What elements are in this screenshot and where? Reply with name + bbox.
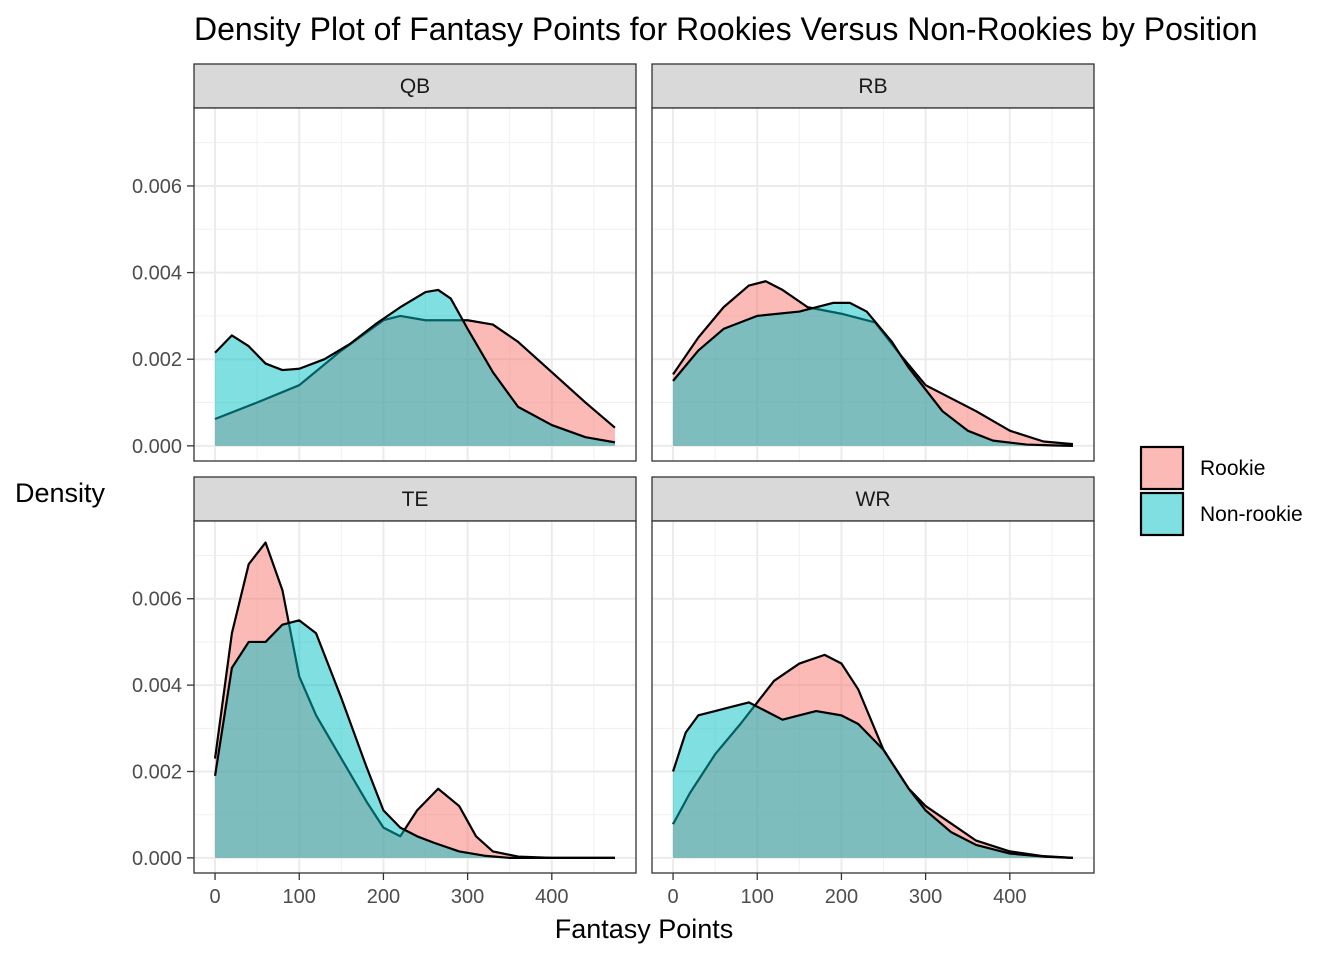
- panel-border: [651, 520, 1095, 874]
- facet-strip: [193, 476, 637, 522]
- y-tick-label: 0.002: [132, 762, 182, 784]
- legend-label: Rookie: [1200, 457, 1265, 480]
- panel-border: [193, 107, 637, 462]
- x-axis-title: Fantasy Points: [555, 914, 734, 944]
- density-area-non-rookie: [673, 702, 1073, 858]
- facet-panel-qb: QB 0.000 0.002 0.004 0.006: [132, 63, 637, 462]
- y-tick-label: 0.004: [132, 263, 182, 285]
- facet-strip-label: WR: [856, 488, 891, 511]
- facet-strip-label: TE: [402, 488, 429, 511]
- x-tick-label: 300: [909, 886, 942, 908]
- density-line-non-rookie: [672, 701, 1073, 859]
- legend: Rookie Non-rookie: [1139, 445, 1303, 537]
- x-tick-label: 100: [283, 886, 316, 908]
- panel-border: [193, 520, 637, 874]
- x-tick-label: 300: [451, 886, 484, 908]
- facet-panel-wr: WR 0 100 200 300 400: [651, 476, 1095, 908]
- facet-strip: [651, 63, 1095, 109]
- y-tick-label: 0.006: [132, 176, 182, 198]
- density-area-non-rookie: [215, 289, 615, 446]
- facet-panels: QB 0.000 0.002 0.004 0.006 RB TE 0.000 0.002 0.00…: [132, 63, 1095, 908]
- y-tick-label: 0.000: [132, 436, 182, 458]
- x-tick-label: 400: [535, 886, 568, 908]
- chart-title: Density Plot of Fantasy Points for Rooki…: [194, 11, 1258, 47]
- y-tick-label: 0.002: [132, 349, 182, 371]
- x-tick-label: 200: [825, 886, 858, 908]
- legend-label: Non-rookie: [1200, 503, 1303, 526]
- density-line-non-rookie: [214, 288, 616, 444]
- x-tick-label: 200: [367, 886, 400, 908]
- legend-key: [1139, 445, 1185, 491]
- x-tick-label: 400: [993, 886, 1026, 908]
- y-tick-label: 0.006: [132, 589, 182, 611]
- legend-item-non-rookie: Non-rookie: [1139, 491, 1303, 537]
- facet-strip-label: QB: [400, 75, 430, 98]
- y-tick-label: 0.000: [132, 848, 182, 870]
- panel-border: [651, 107, 1095, 462]
- density-line-non-rookie: [672, 301, 1073, 447]
- y-tick-label: 0.004: [132, 675, 182, 697]
- x-tick-label: 0: [667, 886, 678, 908]
- x-tick-label: 0: [209, 886, 220, 908]
- facet-strip: [193, 63, 637, 109]
- density-area-non-rookie: [673, 302, 1073, 446]
- density-area-non-rookie: [215, 620, 615, 858]
- facet-panel-rb: RB: [651, 63, 1095, 462]
- x-tick-label: 100: [741, 886, 774, 908]
- density-line-non-rookie: [213, 619, 615, 859]
- legend-item-rookie: Rookie: [1139, 445, 1265, 491]
- facet-strip-label: RB: [858, 75, 887, 98]
- facet-strip: [651, 476, 1095, 522]
- facet-panel-te: TE 0.000 0.002 0.004 0.006 0 100 200 300 400: [132, 476, 637, 908]
- legend-key: [1139, 491, 1185, 537]
- y-axis-title: Density: [15, 478, 106, 508]
